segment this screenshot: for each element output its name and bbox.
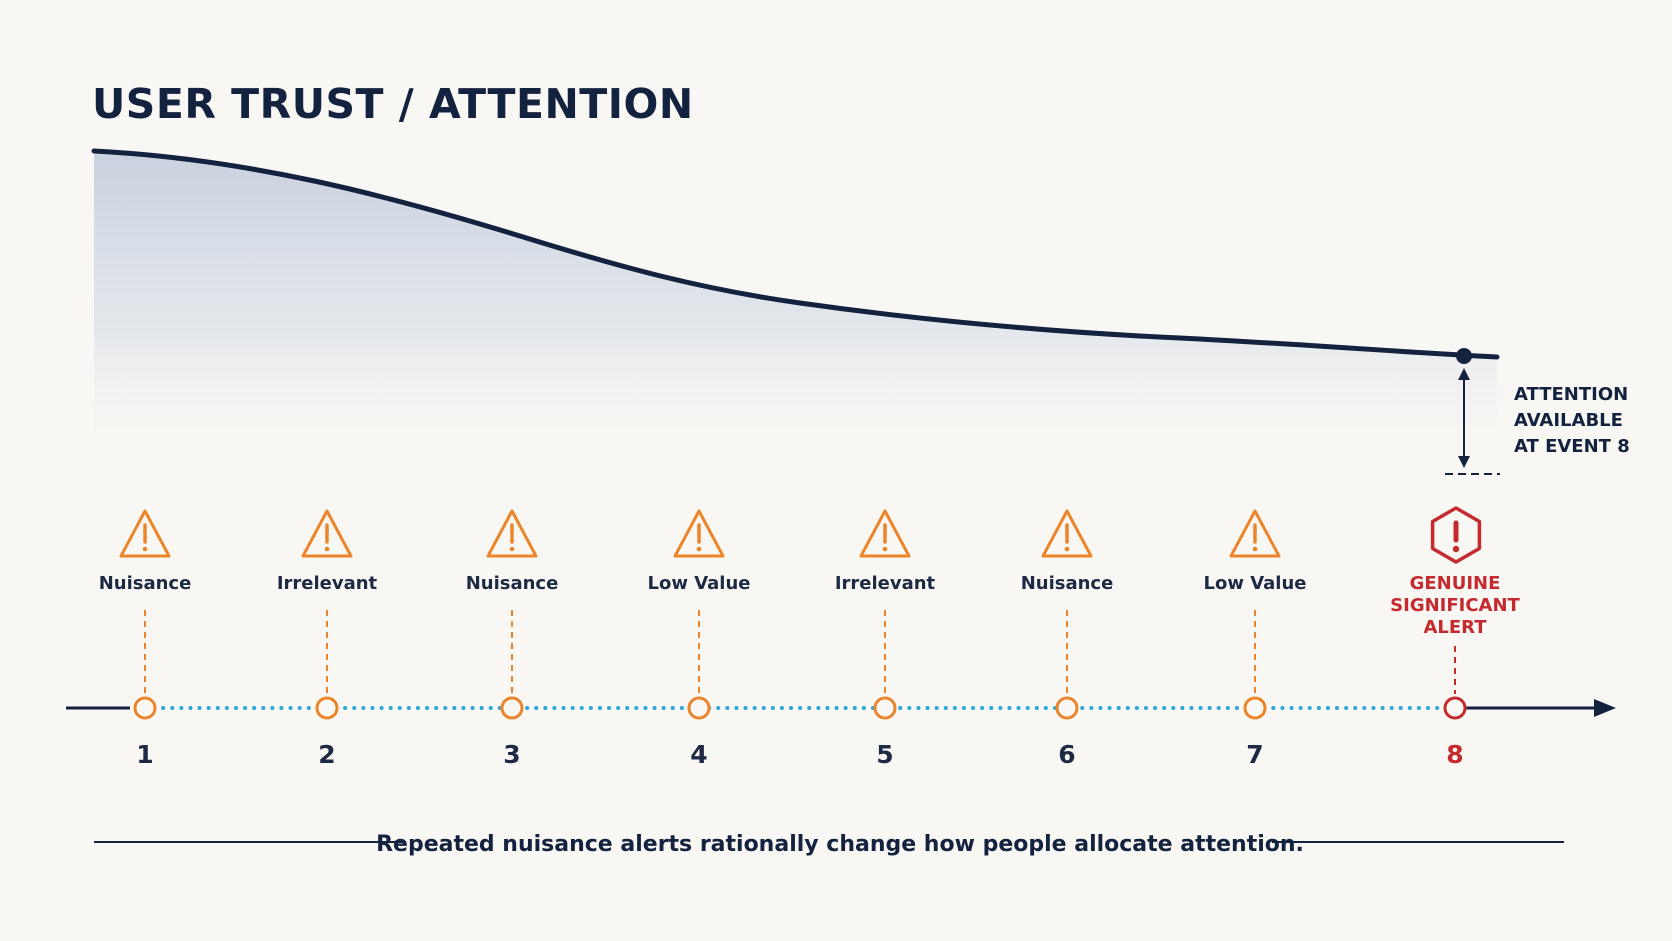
event-1-node <box>133 696 157 720</box>
warning-triangle-icon <box>1229 509 1281 558</box>
event-5-number: 5 <box>876 740 893 769</box>
event-7-number: 7 <box>1246 740 1263 769</box>
warning-triangle-icon <box>859 509 911 558</box>
event-4-number: 4 <box>690 740 707 769</box>
event-5: Irrelevant 5 <box>835 509 936 769</box>
event-8-curve-marker <box>1456 348 1472 364</box>
warning-triangle-icon <box>119 509 171 558</box>
event-5-label: Irrelevant <box>835 573 936 594</box>
annotation-line-3: AT EVENT 8 <box>1514 436 1630 457</box>
event-2-label: Irrelevant <box>277 573 378 594</box>
attention-measure <box>1445 368 1500 475</box>
annotation-line-2: AVAILABLE <box>1514 410 1623 431</box>
event-6-label: Nuisance <box>1021 573 1114 594</box>
event-1-label: Nuisance <box>99 573 192 594</box>
event-7-node <box>1243 696 1267 720</box>
event-7-label: Low Value <box>1203 573 1306 594</box>
event-8-label-line-3: ALERT <box>1423 617 1487 638</box>
annotation-line-1: ATTENTION <box>1514 384 1628 405</box>
event-3-node <box>500 696 524 720</box>
event-1: Nuisance 1 <box>99 509 192 769</box>
event-4-label: Low Value <box>647 573 750 594</box>
warning-triangle-icon <box>301 509 353 558</box>
event-1-number: 1 <box>136 740 153 769</box>
timeline-arrow-head <box>1594 699 1616 717</box>
chart-title: USER TRUST / ATTENTION <box>92 80 694 128</box>
warning-triangle-icon <box>673 509 725 558</box>
event-7: Low Value 7 <box>1203 509 1307 769</box>
event-4: Low Value 4 <box>647 509 751 769</box>
warning-triangle-icon <box>1041 509 1093 558</box>
event-8-label-line-1: GENUINE <box>1410 573 1501 594</box>
event-5-node <box>873 696 897 720</box>
event-2-number: 2 <box>318 740 335 769</box>
event-8-number: 8 <box>1446 740 1463 769</box>
event-4-node <box>687 696 711 720</box>
event-3-number: 3 <box>503 740 520 769</box>
event-8-label-line-2: SIGNIFICANT <box>1390 595 1520 616</box>
trust-area-fill <box>94 151 1497 475</box>
caption: Repeated nuisance alerts rationally chan… <box>376 832 1304 857</box>
event-6-node <box>1055 696 1079 720</box>
alert-hexagon-icon <box>1430 506 1482 564</box>
event-6: Nuisance 6 <box>1021 509 1114 769</box>
event-3-label: Nuisance <box>466 573 559 594</box>
event-2-node <box>315 696 339 720</box>
warning-triangle-icon <box>486 509 538 558</box>
event-8-node <box>1443 696 1467 720</box>
event-2: Irrelevant 2 <box>277 509 378 769</box>
event-3: Nuisance 3 <box>466 509 559 769</box>
trust-curve <box>91 148 1500 360</box>
events: Nuisance 1 Irrelevant 2 Nuisance 3 Low Value 4 I… <box>99 506 1521 769</box>
event-6-number: 6 <box>1058 740 1075 769</box>
